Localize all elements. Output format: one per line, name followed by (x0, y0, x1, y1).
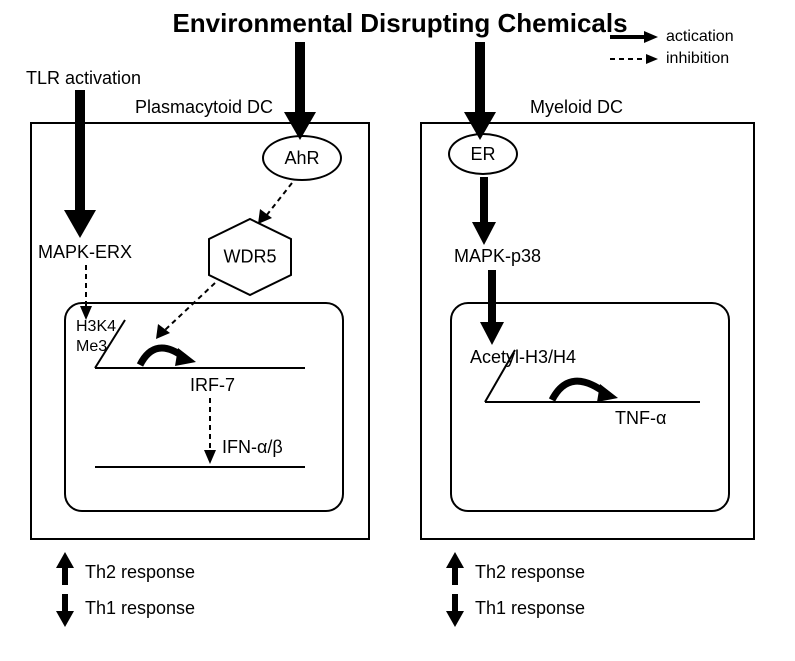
tnf-label: TNF-α (615, 408, 666, 429)
wdr5-node: WDR5 (205, 217, 295, 297)
er-node: ER (448, 133, 518, 175)
irf7-label: IRF-7 (190, 375, 235, 396)
mdc-box-label: Myeloid DC (530, 97, 623, 118)
mapk-p38-label: MAPK-p38 (454, 246, 541, 267)
legend-inhibition-arrow (610, 52, 658, 66)
mdc-th1-label: Th1 response (475, 598, 585, 619)
ahr-label: AhR (284, 148, 319, 169)
mdc-th2-label: Th2 response (475, 562, 585, 583)
legend-activation-arrow (610, 30, 658, 44)
mdc-nucleus (450, 302, 730, 512)
pdc-box-label: Plasmacytoid DC (135, 97, 273, 118)
acetyl-label: Acetyl-H3/H4 (470, 347, 576, 368)
mapk-erx-label: MAPK-ERX (38, 242, 132, 263)
tlr-activation-label: TLR activation (26, 68, 141, 89)
mdc-th1-down-arrow (446, 594, 464, 627)
pdc-th1-label: Th1 response (85, 598, 195, 619)
mdc-th2-up-arrow (446, 552, 464, 585)
wdr5-label: WDR5 (205, 247, 295, 268)
er-label: ER (470, 144, 495, 165)
ifn-label: IFN-α/β (222, 437, 283, 458)
me3-label: Me3 (76, 338, 107, 356)
pdc-th2-label: Th2 response (85, 562, 195, 583)
pdc-th1-down-arrow (56, 594, 74, 627)
legend-activation-label: actication (666, 28, 734, 46)
legend: actication inhibition (610, 28, 734, 68)
diagram-title: Environmental Disrupting Chemicals (170, 8, 630, 39)
legend-inhibition-label: inhibition (666, 50, 729, 68)
h3k4-label: H3K4 (76, 318, 116, 336)
pdc-th2-up-arrow (56, 552, 74, 585)
ahr-node: AhR (262, 135, 342, 181)
